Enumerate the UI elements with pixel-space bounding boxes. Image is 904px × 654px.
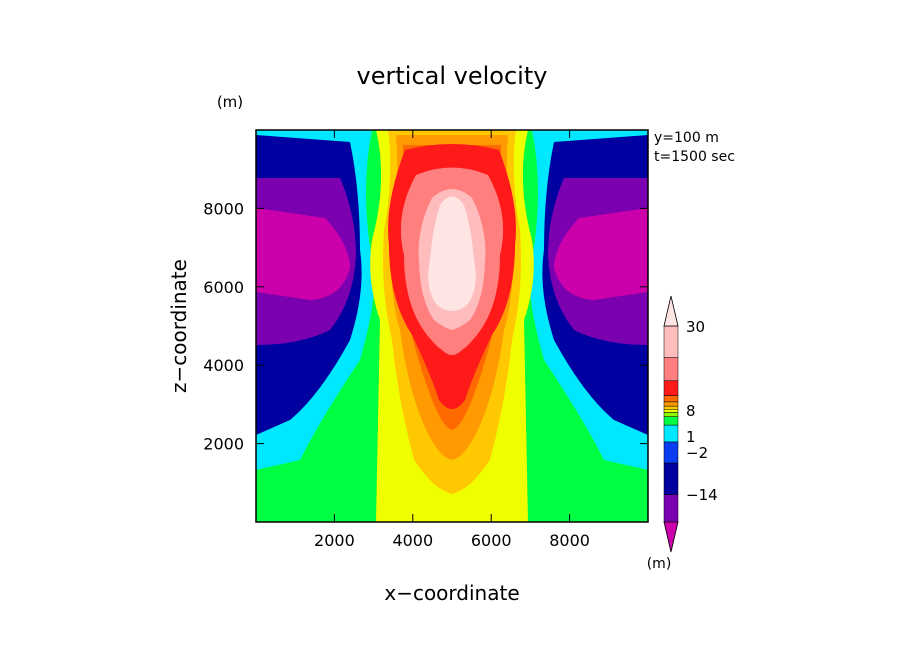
colorbar-min-triangle [663, 521, 679, 553]
colorbar-label: 8 [686, 402, 696, 420]
colorbar-band [663, 462, 679, 495]
region-magenta [554, 208, 648, 300]
colorbar-label: 30 [686, 318, 705, 336]
colorbar-band [663, 395, 679, 403]
chart-title: vertical velocity [357, 62, 548, 90]
y-tick-label: 2000 [203, 435, 244, 454]
region-magenta [256, 208, 350, 300]
plot-frame [255, 129, 649, 523]
y-tick-label: 8000 [203, 199, 244, 218]
colorbar-label: −14 [686, 486, 718, 504]
colorbar-label: −2 [686, 444, 708, 462]
colorbar-labels: 30 8 1−2 −14 [686, 318, 718, 504]
x-tick-label: 8000 [549, 531, 590, 550]
y-tick-label: 6000 [203, 278, 244, 297]
x-tick-label: 2000 [314, 531, 355, 550]
colorbar-band [663, 412, 679, 417]
colorbar-label: 1 [686, 428, 696, 446]
annotation-t: t=1500 sec [654, 149, 735, 165]
colorbar-band [663, 441, 679, 464]
colorbar-band [663, 325, 679, 358]
colorbar-unit: (m) [647, 556, 672, 572]
x-axis: 2000 4000 6000 8000 [314, 130, 590, 550]
colorbar-band [663, 424, 679, 443]
x-axis-title: x−coordinate [384, 581, 519, 605]
y-axis-title: z−coordinate [167, 259, 191, 393]
colorbar-band [663, 380, 679, 396]
colorbar-band [663, 401, 679, 407]
x-tick-label: 4000 [392, 531, 433, 550]
y-unit-label: (m) [217, 93, 243, 111]
y-axis: 2000 4000 6000 8000 [203, 199, 648, 454]
contour-field [256, 130, 648, 522]
colorbar-band [663, 357, 679, 382]
region-very-light-pink [428, 196, 476, 311]
colorbar-band [663, 408, 679, 413]
x-tick-label: 6000 [471, 531, 512, 550]
colorbar [663, 295, 679, 553]
annotation-y: y=100 m [654, 130, 719, 146]
colorbar-band [663, 416, 679, 426]
colorbar-band [663, 494, 679, 523]
colorbar-band [663, 405, 679, 410]
y-tick-label: 4000 [203, 356, 244, 375]
colorbar-max-triangle [663, 295, 679, 327]
